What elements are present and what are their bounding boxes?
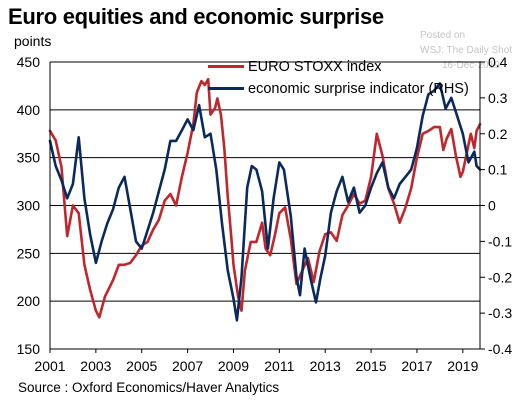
euro-stoxx-line	[48, 77, 482, 319]
chart-title: Euro equities and economic surprise	[8, 4, 384, 29]
surprise-indicator-line	[48, 82, 482, 322]
legend: EURO STOXX index economic surprise indica…	[208, 59, 469, 97]
right-axis-tick-label: 0.1	[488, 162, 508, 178]
left-axis-tick-label: 150	[17, 341, 41, 357]
watermark-line-3: 16-Dec-2019	[442, 60, 500, 71]
left-axis-tick-label: 200	[17, 293, 41, 309]
left-axis-unit-label: points	[14, 33, 52, 49]
left-axis-tick-label: 400	[17, 102, 41, 118]
legend-swatch	[208, 87, 244, 90]
watermark: Posted on WSJ: The Daily Shot 16-Dec-201…	[420, 28, 512, 73]
x-axis-tick-label: 2015	[355, 358, 386, 374]
legend-entry-label: EURO STOXX index	[248, 59, 382, 75]
x-axis-tick-label: 2005	[126, 358, 157, 374]
watermark-line-1: Posted on	[420, 30, 466, 41]
legend-swatch	[208, 65, 244, 68]
x-axis-tick-label: 2011	[264, 358, 294, 374]
x-axis-tick-label: 2013	[310, 358, 341, 374]
right-axis-tick-label: -0.4	[488, 341, 512, 357]
right-axis: 0.4 0.3 0.2 0.1 0 -0.1 -0.2 -0.3 -0.4	[479, 54, 512, 357]
series-lines	[48, 77, 482, 322]
x-axis-tick-label: 2017	[401, 358, 432, 374]
x-axis-tick-label: 2003	[80, 358, 111, 374]
right-axis-tick-label: 0.2	[488, 126, 508, 142]
right-axis-tick-label: -0.1	[488, 233, 512, 249]
right-axis-tick-label: 0.4	[488, 54, 508, 70]
x-axis-tick-label: 2001	[34, 358, 65, 374]
x-axis-tick-label: 2007	[172, 358, 203, 374]
legend-entry-label: economic surprise indicator (RHS)	[248, 81, 469, 97]
left-axis-tick-label: 350	[17, 150, 41, 166]
watermark-line-2: WSJ: The Daily Shot	[420, 45, 513, 56]
right-axis-tick-label: -0.3	[488, 305, 512, 321]
left-axis-tick-label: 300	[17, 198, 41, 214]
right-axis-tick-label: 0.3	[488, 90, 508, 106]
left-axis: 450 400 350 300 250 200 150	[17, 54, 51, 357]
x-axis-tick-label: 2009	[218, 358, 249, 374]
left-axis-tick-label: 450	[17, 54, 41, 70]
grid-lines	[50, 61, 480, 350]
source-note: Source : Oxford Economics/Haver Analytic…	[18, 380, 280, 395]
right-axis-tick-label: 0	[488, 198, 496, 214]
x-axis-tick-label: 2019	[447, 358, 478, 374]
right-axis-tick-label: -0.2	[488, 269, 512, 285]
x-axis: 2001 2003 2005 2007 2009 2011 2013 2015 2017 2019	[34, 349, 479, 374]
left-axis-tick-label: 250	[17, 245, 41, 261]
